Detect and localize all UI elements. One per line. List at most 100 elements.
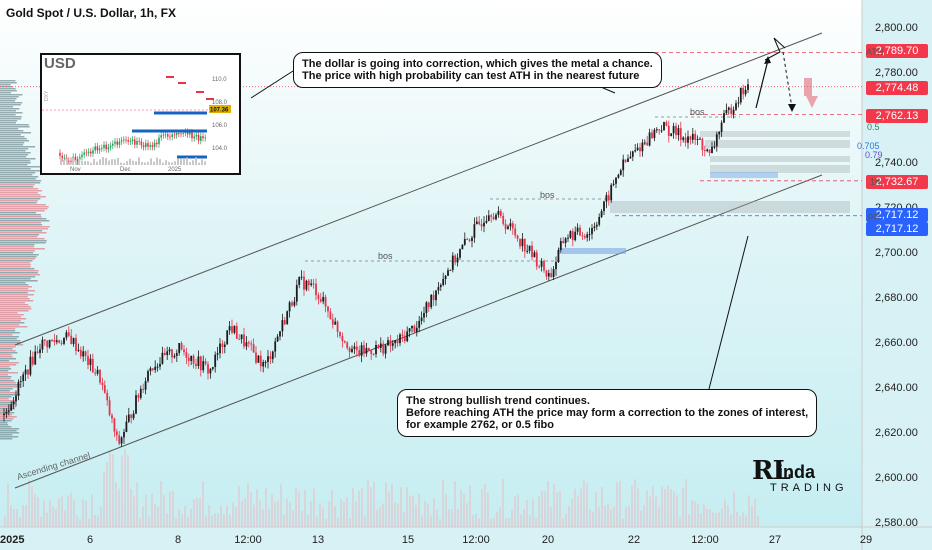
volume-bar — [373, 481, 375, 527]
candle-body — [111, 415, 113, 419]
volume-profile-bar — [0, 240, 47, 242]
inset-candle-body — [120, 140, 123, 142]
candle-body — [279, 331, 281, 337]
volume-bar — [442, 479, 444, 527]
volume-profile-bar — [0, 142, 25, 144]
candle-body — [192, 355, 195, 364]
volume-bar — [529, 515, 531, 527]
volume-bar — [331, 490, 333, 527]
inset-candle-body — [162, 134, 165, 136]
volume-profile-bar — [0, 106, 14, 108]
candle-body — [708, 149, 711, 154]
candle-body — [723, 113, 725, 123]
candle-body — [180, 342, 183, 350]
candle-body — [202, 361, 205, 371]
volume-bar — [310, 500, 312, 527]
candle-body — [696, 138, 699, 140]
inset-volume-bar — [180, 159, 182, 165]
x-tick-label: 27 — [768, 534, 782, 546]
candle-body — [245, 342, 248, 347]
volume-profile-bar — [0, 264, 31, 266]
volume-bar — [148, 516, 150, 527]
volume-profile-bar — [0, 324, 20, 326]
volume-bar — [517, 494, 519, 527]
level-tag-bos: bos — [690, 107, 705, 117]
volume-bar — [613, 506, 615, 527]
candle-body — [562, 241, 565, 244]
candle-body — [653, 129, 656, 139]
inset-volume-bar — [135, 161, 137, 165]
candle-body — [34, 351, 37, 365]
candle-body — [533, 252, 536, 258]
candle-body — [564, 238, 567, 244]
volume-profile-bar — [0, 310, 29, 312]
candle-body — [516, 235, 519, 239]
volume-profile-bar — [0, 110, 16, 112]
candle-body — [252, 344, 255, 353]
volume-bar — [415, 505, 417, 527]
volume-profile-bar — [0, 96, 19, 98]
volume-bar — [553, 483, 555, 527]
volume-profile-bar — [0, 334, 13, 336]
volume-bar — [709, 509, 711, 527]
candle-body — [147, 371, 149, 382]
inset-candle-body — [204, 137, 206, 139]
volume-profile-bar — [0, 248, 45, 250]
volume-bar — [61, 496, 63, 527]
volume-bar — [286, 499, 288, 527]
volume-bar — [667, 485, 669, 527]
candle-body — [142, 388, 145, 390]
price-badge: 2,717.12 — [866, 208, 928, 222]
volume-profile-bar — [0, 120, 18, 122]
volume-bar — [244, 498, 246, 527]
volume-bar — [511, 509, 513, 527]
volume-profile-bar — [0, 286, 32, 288]
volume-profile-bar — [0, 372, 18, 374]
volume-profile-bar — [0, 196, 46, 198]
volume-bar — [505, 518, 507, 527]
candle-body — [156, 366, 159, 368]
volume-profile-bar — [0, 374, 8, 376]
volume-bar — [571, 498, 573, 527]
level-tag-fib-0.5: 0.5 — [867, 122, 880, 132]
candle-body — [351, 348, 353, 352]
volume-profile-bar — [0, 246, 34, 248]
candle-body — [274, 341, 277, 352]
candle-body — [115, 431, 118, 436]
volume-profile-bar — [0, 360, 10, 362]
inset-volume-bar — [177, 158, 179, 165]
candle-body — [291, 302, 293, 306]
candle-body — [310, 283, 313, 286]
volume-bar — [655, 496, 657, 527]
volume-profile-bar — [0, 352, 18, 354]
volume-bar — [748, 495, 750, 527]
volume-bar — [205, 515, 207, 527]
candle-body — [454, 255, 457, 263]
candle-body — [367, 348, 370, 351]
x-tick-label: 6 — [86, 534, 94, 546]
inset-volume-bar — [84, 160, 86, 165]
candle-body — [689, 136, 692, 140]
candle-body — [483, 222, 485, 227]
volume-bar — [412, 495, 414, 527]
inset-candle-body — [90, 151, 92, 154]
volume-bar — [301, 510, 303, 527]
volume-bar — [250, 492, 252, 527]
volume-bar — [514, 496, 516, 527]
volume-profile-bar — [0, 180, 42, 182]
candle-body — [737, 102, 740, 104]
candle-body — [396, 340, 399, 344]
candle-body — [240, 334, 243, 340]
volume-profile-bar — [0, 152, 31, 154]
volume-profile-bar — [0, 402, 17, 404]
candle-body — [607, 195, 610, 201]
inset-candle-body — [134, 139, 136, 145]
candle-body — [485, 220, 488, 223]
candle-body — [552, 269, 555, 278]
volume-bar — [304, 489, 306, 527]
volume-bar — [232, 502, 234, 527]
volume-bar — [19, 517, 21, 527]
inset-volume-bar — [132, 160, 134, 165]
inset-volume-bar — [201, 159, 203, 165]
volume-bar — [565, 513, 567, 527]
